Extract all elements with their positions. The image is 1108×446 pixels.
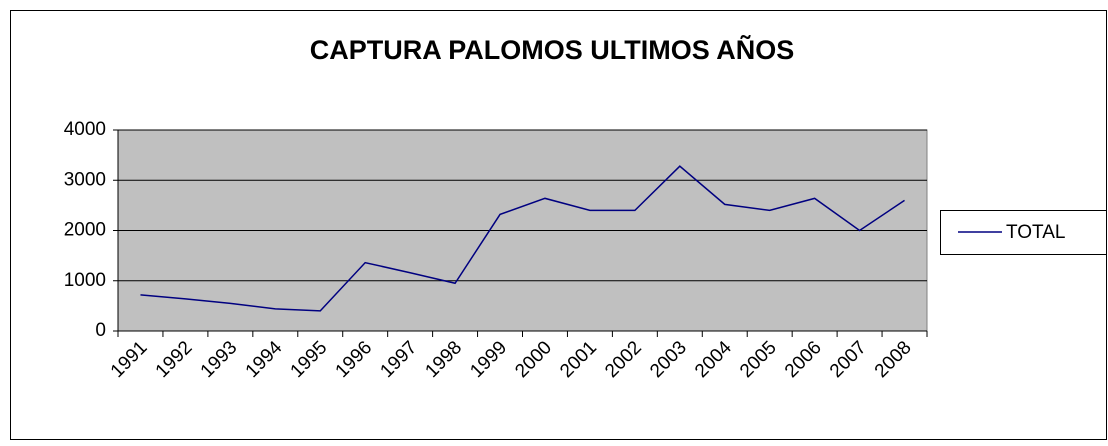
y-tick-label: 2000: [64, 220, 106, 241]
chart-title: CAPTURA PALOMOS ULTIMOS AÑOS: [310, 34, 794, 65]
y-tick-label: 0: [95, 320, 106, 341]
y-tick-label: 1000: [64, 270, 106, 291]
line-series: [140, 165, 905, 312]
y-tick-label: 3000: [64, 169, 106, 190]
legend-label: TOTAL: [1006, 222, 1065, 243]
y-tick-label: 4000: [64, 119, 106, 140]
